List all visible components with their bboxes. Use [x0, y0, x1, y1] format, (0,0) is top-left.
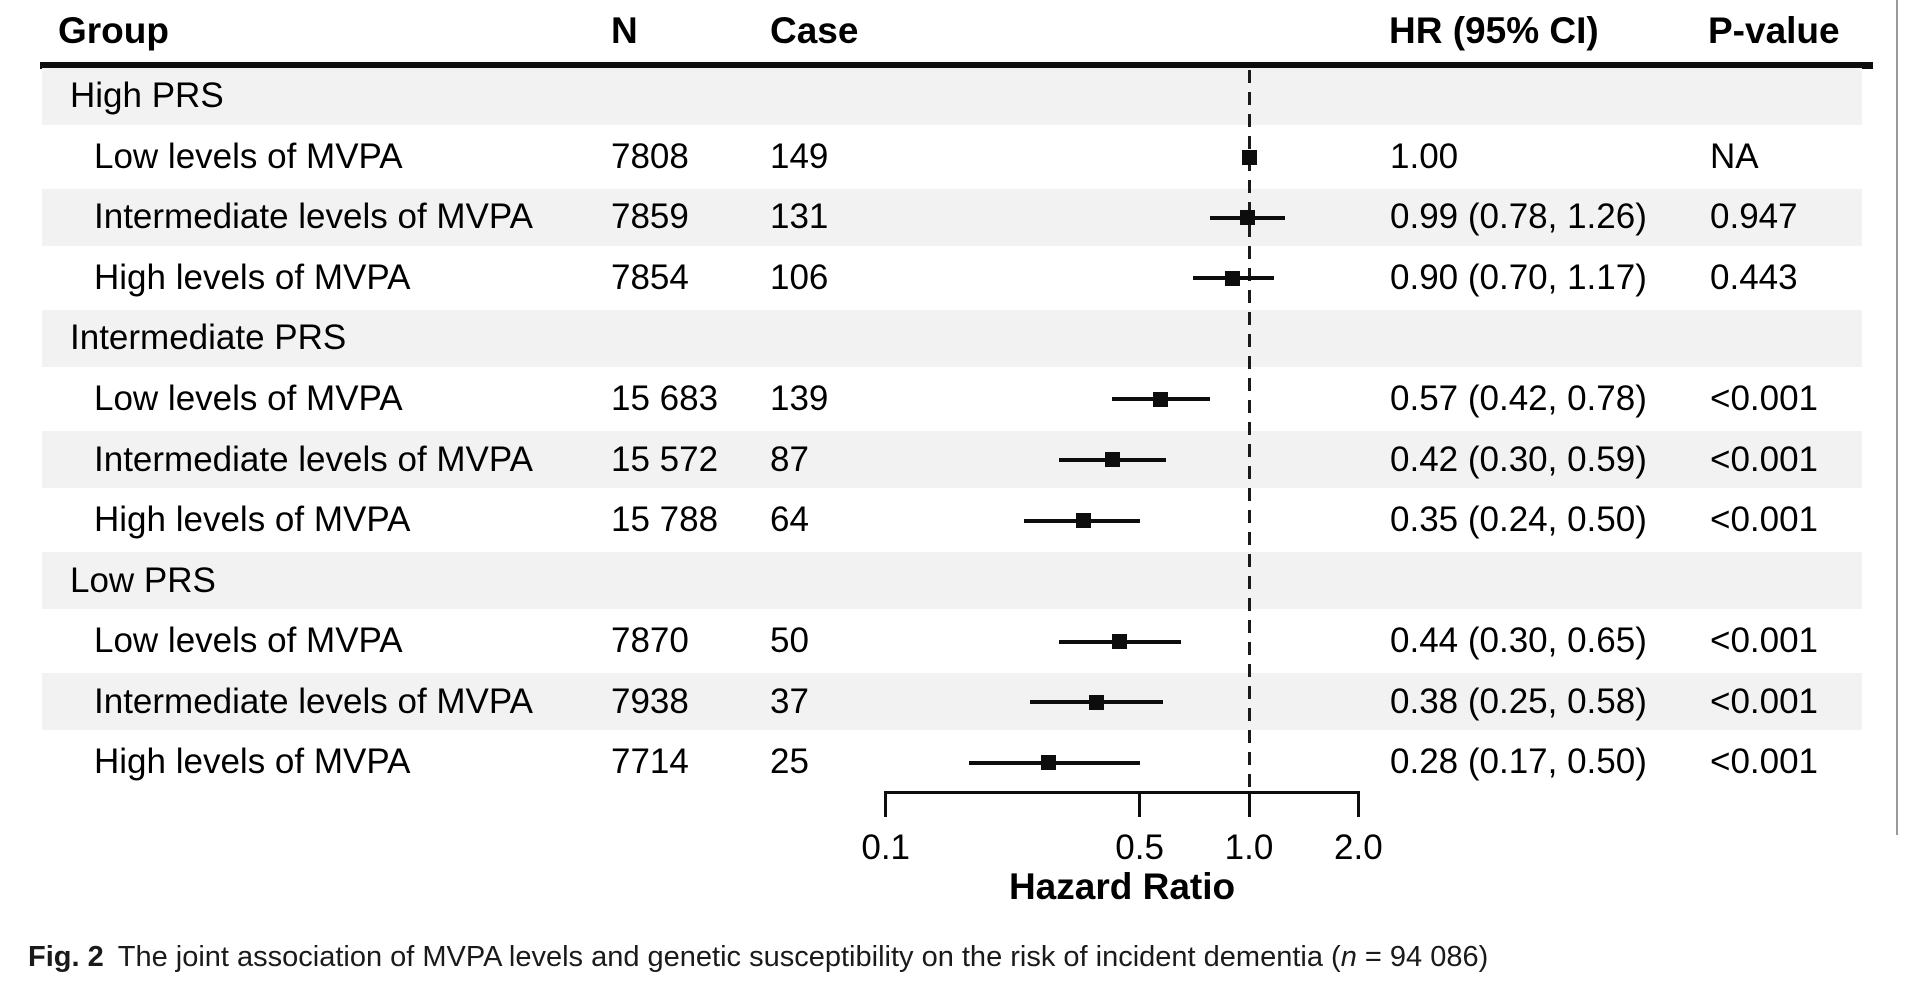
hr-ci-text: 0.35 (0.24, 0.50) — [1390, 500, 1647, 540]
hr-ci-text: 0.90 (0.70, 1.17) — [1390, 257, 1647, 297]
x-axis-tick — [1138, 791, 1142, 817]
n-value: 15 572 — [611, 439, 719, 479]
table-row: High levels of MVPA 7854 106 0.90 (0.70, 1.… — [0, 248, 1908, 309]
p-value: <0.001 — [1710, 379, 1819, 418]
table-row: Intermediate levels of MVPA 7938 37 0.38 (0… — [0, 671, 1908, 732]
column-header-hr-ci: HR (95% CI) — [1389, 10, 1599, 51]
case-count: 106 — [770, 257, 829, 297]
table-body: High PRS Low levels of MVPA 7808 149 1.00 NA I… — [0, 66, 1908, 793]
case-count: 131 — [770, 197, 829, 237]
case-count: 149 — [770, 136, 829, 176]
mvpa-level-label: Low levels of MVPA — [94, 621, 403, 661]
p-value: <0.001 — [1710, 621, 1819, 661]
x-axis-tick — [1247, 791, 1251, 817]
caption-n-value: = 94 086) — [1356, 941, 1489, 973]
mvpa-level-label: Intermediate levels of MVPA — [94, 681, 533, 721]
hr-ci-text: 0.99 (0.78, 1.26) — [1390, 197, 1647, 237]
case-count: 139 — [770, 379, 829, 418]
table-row: Intermediate levels of MVPA 7859 131 0.99 (… — [0, 187, 1908, 248]
p-value: NA — [1710, 136, 1759, 176]
hr-ci-text: 0.28 (0.17, 0.50) — [1390, 742, 1647, 782]
table-row: Low levels of MVPA 15 683 139 0.57 (0.42, 0… — [0, 369, 1908, 430]
mvpa-level-label: Low levels of MVPA — [94, 136, 403, 176]
p-value: 0.947 — [1710, 197, 1798, 237]
table-row: High levels of MVPA 15 788 64 0.35 (0.24, 0… — [0, 490, 1908, 551]
prs-group-header-row: Low PRS — [0, 550, 1908, 611]
case-count: 87 — [770, 439, 809, 479]
x-axis-tick-label: 0.1 — [861, 828, 911, 867]
hr-ci-text: 0.57 (0.42, 0.78) — [1390, 379, 1647, 418]
prs-group-label: Low PRS — [70, 560, 216, 600]
hr-ci-text: 0.38 (0.25, 0.58) — [1390, 681, 1647, 721]
prs-group-header-row: Intermediate PRS — [0, 308, 1908, 369]
caption-figure-label: Fig. 2 — [28, 941, 104, 973]
table-row: Intermediate levels of MVPA 15 572 87 0.42 … — [0, 429, 1908, 490]
column-header-pvalue: P-value — [1708, 10, 1840, 51]
prs-group-label: Intermediate PRS — [70, 318, 347, 358]
n-value: 7808 — [611, 136, 689, 176]
p-value: 0.443 — [1710, 257, 1798, 297]
caption-text: The joint association of MVPA levels and… — [117, 941, 1341, 973]
x-axis-title: Hazard Ratio — [1008, 866, 1236, 907]
hr-ci-text: 0.42 (0.30, 0.59) — [1390, 439, 1647, 479]
header-rule — [40, 62, 1873, 69]
table-row: High levels of MVPA 7714 25 0.28 (0.17, 0.5… — [0, 732, 1908, 793]
mvpa-level-label: Intermediate levels of MVPA — [94, 439, 533, 479]
n-value: 7859 — [611, 197, 689, 237]
hr-ci-text: 0.44 (0.30, 0.65) — [1390, 621, 1647, 661]
x-axis-tick — [1356, 791, 1360, 817]
prs-group-label: High PRS — [70, 76, 224, 116]
caption-n-variable: n — [1340, 941, 1357, 973]
n-value: 7870 — [611, 621, 689, 661]
n-value: 7714 — [611, 742, 689, 782]
x-axis-tick-label: 1.0 — [1224, 828, 1274, 867]
x-axis-tick-label: 0.5 — [1115, 828, 1164, 867]
mvpa-level-label: Intermediate levels of MVPA — [94, 197, 533, 237]
case-count: 37 — [770, 681, 809, 721]
mvpa-level-label: Low levels of MVPA — [94, 379, 403, 418]
p-value: <0.001 — [1710, 742, 1819, 782]
column-header-group: Group — [58, 10, 169, 51]
prs-group-header-row: High PRS — [0, 66, 1908, 127]
hr-ci-text: 1.00 — [1390, 136, 1459, 176]
table-row: Low levels of MVPA 7870 50 0.44 (0.30, 0.65… — [0, 611, 1908, 672]
mvpa-level-label: High levels of MVPA — [94, 500, 411, 540]
case-count: 50 — [770, 621, 809, 661]
x-axis-tick-label: 2.0 — [1334, 828, 1383, 867]
n-value: 15 788 — [611, 500, 719, 540]
case-count: 64 — [770, 500, 809, 540]
column-header-case: Case — [770, 10, 859, 51]
n-value: 7938 — [611, 681, 689, 721]
case-count: 25 — [770, 742, 809, 782]
figure-caption: Fig. 2 The joint association of MVPA leve… — [28, 941, 1488, 974]
n-value: 15 683 — [611, 379, 719, 418]
table-row: Low levels of MVPA 7808 149 1.00 NA — [0, 127, 1908, 188]
p-value: <0.001 — [1710, 681, 1819, 721]
n-value: 7854 — [611, 257, 689, 297]
mvpa-level-label: High levels of MVPA — [94, 742, 411, 782]
x-axis-tick — [884, 791, 888, 817]
column-header-n: N — [611, 10, 638, 51]
p-value: <0.001 — [1710, 439, 1819, 479]
p-value: <0.001 — [1710, 500, 1819, 540]
mvpa-level-label: High levels of MVPA — [94, 257, 411, 297]
figure-edge-line — [1896, 0, 1898, 835]
